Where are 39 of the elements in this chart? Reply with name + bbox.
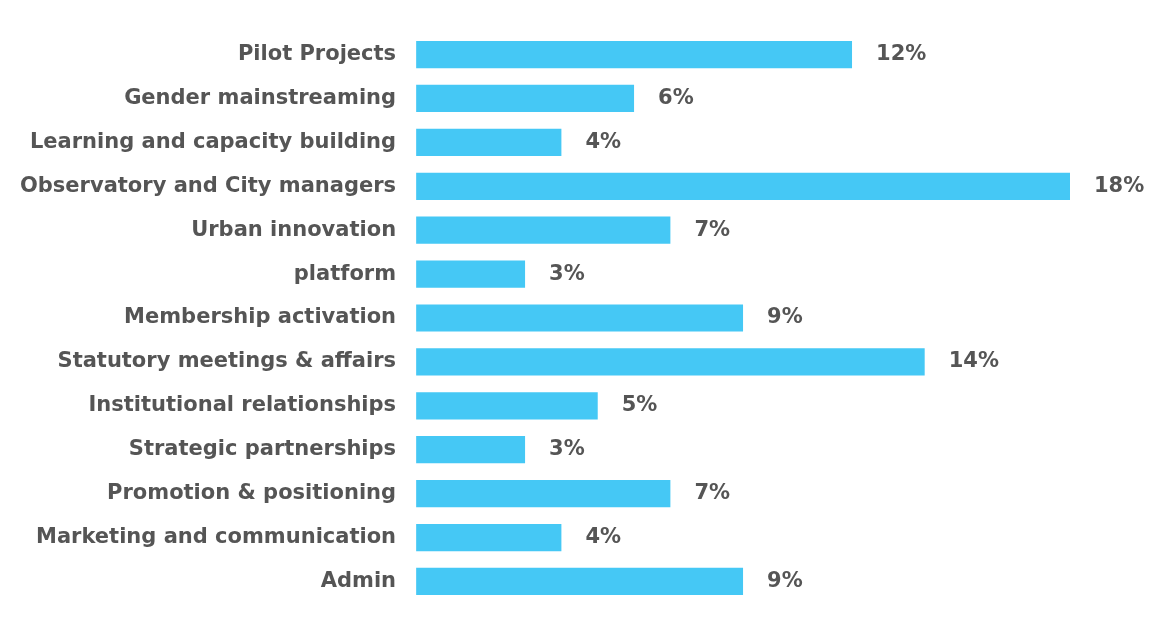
y-tick-label: Admin (320, 567, 397, 592)
bar (416, 260, 526, 288)
data-label: 3% (549, 436, 585, 461)
data-label: 4% (585, 523, 622, 548)
y-tick-label: Membership activation (124, 304, 397, 329)
data-label: 9% (767, 304, 803, 329)
data-label: 14% (948, 348, 999, 373)
y-tick-label: Gender mainstreaming (124, 84, 397, 109)
y-tick-label: platform (293, 260, 397, 285)
bar (416, 304, 744, 332)
bar (416, 348, 925, 376)
bar (416, 436, 526, 464)
bar (416, 523, 562, 552)
y-tick-label: Learning and capacity building (29, 128, 397, 153)
bar (416, 567, 744, 596)
bar (416, 84, 635, 113)
data-label: 5% (621, 392, 658, 417)
bar (416, 392, 598, 420)
y-tick-label: Institutional relationships (88, 392, 397, 417)
y-tick-label: Promotion & positioning (107, 480, 397, 505)
y-tick-label: Marketing and communication (36, 523, 397, 548)
data-label: 6% (658, 84, 694, 109)
bar (416, 40, 853, 69)
bar (416, 216, 671, 244)
data-label: 7% (694, 480, 731, 505)
bar (416, 480, 671, 508)
y-tick-label: Strategic partnerships (128, 436, 397, 461)
y-tick-label: Observatory and City managers (19, 172, 397, 197)
y-tick-label: Urban innovation (191, 216, 397, 241)
data-label: 12% (876, 41, 927, 66)
data-label: 9% (767, 567, 803, 592)
data-label: 4% (585, 128, 622, 153)
data-label: 7% (694, 216, 731, 241)
data-label: 18% (1094, 172, 1145, 197)
y-tick-label: Statutory meetings & affairs (57, 348, 397, 373)
data-label: 3% (549, 260, 585, 285)
y-tick-label: Pilot Projects (237, 41, 397, 66)
bar (416, 128, 562, 156)
bar (416, 172, 1070, 200)
